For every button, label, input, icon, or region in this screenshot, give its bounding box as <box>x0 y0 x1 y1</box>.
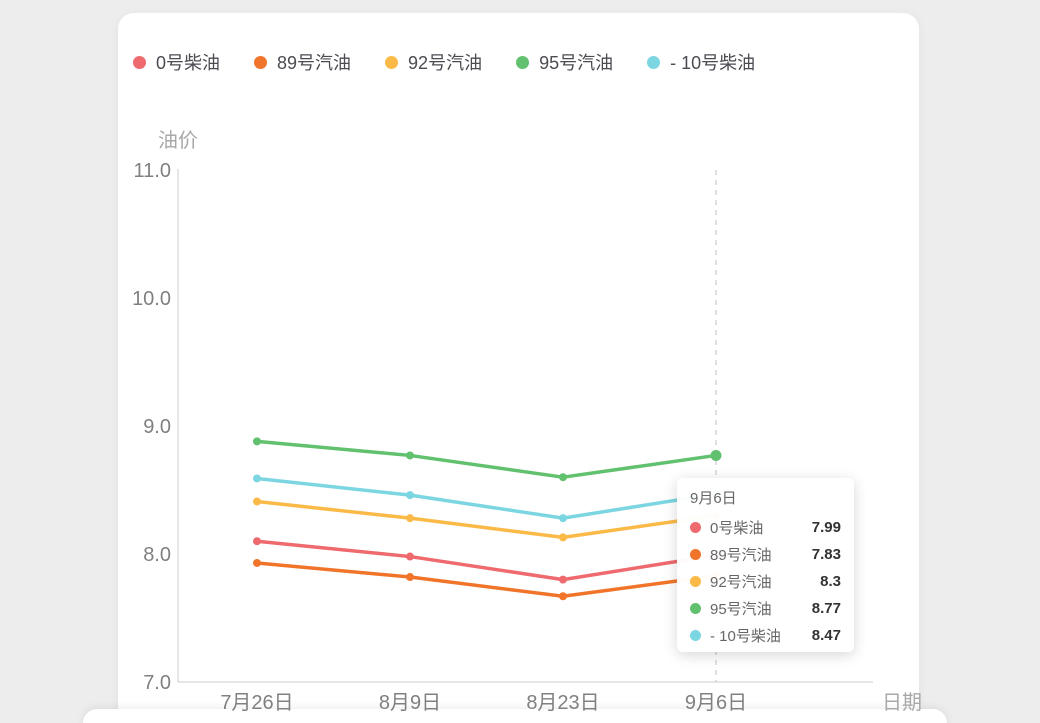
tooltip-series-label: - 10号柴油 <box>710 628 781 645</box>
data-point-- 10号柴油-8月23日[interactable] <box>559 514 567 523</box>
legend-swatch <box>254 55 268 69</box>
tooltip-title: 9月6日 <box>690 490 737 507</box>
data-point-92号汽油-7月26日[interactable] <box>253 497 261 506</box>
legend-item-3[interactable]: 95号汽油 <box>516 49 613 75</box>
tooltip-series-label: 92号汽油 <box>710 574 772 591</box>
data-point-89号汽油-8月9日[interactable] <box>406 573 414 582</box>
legend-label: 95号汽油 <box>539 53 614 73</box>
tooltip-series-dot <box>690 549 701 560</box>
legend-label: 0号柴油 <box>156 53 221 73</box>
y-tick-label: 10.0 <box>132 288 171 310</box>
tooltip-series-value: 8.3 <box>820 573 841 590</box>
tooltip-series-value: 8.77 <box>811 600 841 617</box>
tooltip-series-value: 7.83 <box>811 546 841 563</box>
data-point-95号汽油-8月9日[interactable] <box>406 451 414 460</box>
data-point-95号汽油-9月6日[interactable] <box>710 449 722 461</box>
x-tick-label: 7月26日 <box>220 692 293 714</box>
tooltip-series-dot <box>690 576 701 587</box>
x-tick-label: 9月6日 <box>685 692 747 714</box>
tooltip-series-label: 95号汽油 <box>710 601 772 618</box>
data-point-89号汽油-8月23日[interactable] <box>559 592 567 601</box>
data-point-95号汽油-7月26日[interactable] <box>253 437 261 446</box>
data-point-92号汽油-8月23日[interactable] <box>559 533 567 542</box>
x-axis-name: 日期 <box>882 692 922 714</box>
series-line-95号汽油 <box>255 439 718 479</box>
tooltip-rows: 0号柴油 7.99 89号汽油 7.83 92号汽油 8.3 95号汽油 8.77 - 10号柴… <box>690 514 841 649</box>
tooltip-series-value: 7.99 <box>811 519 841 536</box>
series-line-- 10号柴油 <box>255 476 718 520</box>
data-point-0号柴油-8月9日[interactable] <box>406 552 414 561</box>
tooltip-series-dot <box>690 630 701 641</box>
data-point-0号柴油-8月23日[interactable] <box>559 575 567 584</box>
bottom-card <box>83 709 947 723</box>
tooltip-row: 92号汽油 8.3 <box>690 568 841 595</box>
y-axis-name: 油价 <box>158 130 198 152</box>
data-point-95号汽油-8月23日[interactable] <box>559 473 567 482</box>
y-tick-label: 9.0 <box>143 416 171 438</box>
legend-swatch <box>516 55 530 69</box>
data-point-0号柴油-7月26日[interactable] <box>253 537 261 546</box>
tooltip-series-dot <box>690 522 701 533</box>
legend-label: - 10号柴油 <box>670 53 756 73</box>
data-point-89号汽油-7月26日[interactable] <box>253 558 261 567</box>
data-point-- 10号柴油-8月9日[interactable] <box>406 491 414 500</box>
tooltip-row: - 10号柴油 8.47 <box>690 622 841 649</box>
series-line-0号柴油 <box>255 539 718 582</box>
data-point-- 10号柴油-7月26日[interactable] <box>253 474 261 483</box>
legend-swatch <box>647 55 661 69</box>
series-line-89号汽油 <box>255 561 718 598</box>
tooltip-series-label: 0号柴油 <box>710 520 764 537</box>
tooltip-row: 89号汽油 7.83 <box>690 541 841 568</box>
tooltip-series-dot <box>690 603 701 614</box>
legend-item-1[interactable]: 89号汽油 <box>254 49 351 75</box>
y-tick-label: 7.0 <box>143 672 171 694</box>
data-point-92号汽油-8月9日[interactable] <box>406 514 414 523</box>
y-tick-label: 11.0 <box>134 160 171 182</box>
series-line-92号汽油 <box>255 499 718 540</box>
tooltip-row: 95号汽油 8.77 <box>690 595 841 622</box>
legend: 0号柴油 89号汽油 92号汽油 95号汽油 - 10号柴油 <box>133 50 755 74</box>
legend-swatch <box>385 55 399 69</box>
x-tick-label: 8月23日 <box>526 692 599 714</box>
x-tick-label: 8月9日 <box>379 692 441 714</box>
legend-item-4[interactable]: - 10号柴油 <box>647 49 755 75</box>
tooltip-series-value: 8.47 <box>811 627 841 644</box>
legend-item-0[interactable]: 0号柴油 <box>133 49 220 75</box>
legend-label: 89号汽油 <box>277 53 352 73</box>
legend-item-2[interactable]: 92号汽油 <box>385 49 482 75</box>
tooltip-series-label: 89号汽油 <box>710 547 772 564</box>
y-tick-label: 8.0 <box>143 544 171 566</box>
tooltip-row: 0号柴油 7.99 <box>690 514 841 541</box>
legend-swatch <box>133 55 146 69</box>
tooltip: 9月6日 0号柴油 7.99 89号汽油 7.83 92号汽油 8.3 95号汽油 8.77 -… <box>677 478 854 652</box>
legend-label: 92号汽油 <box>408 53 483 73</box>
